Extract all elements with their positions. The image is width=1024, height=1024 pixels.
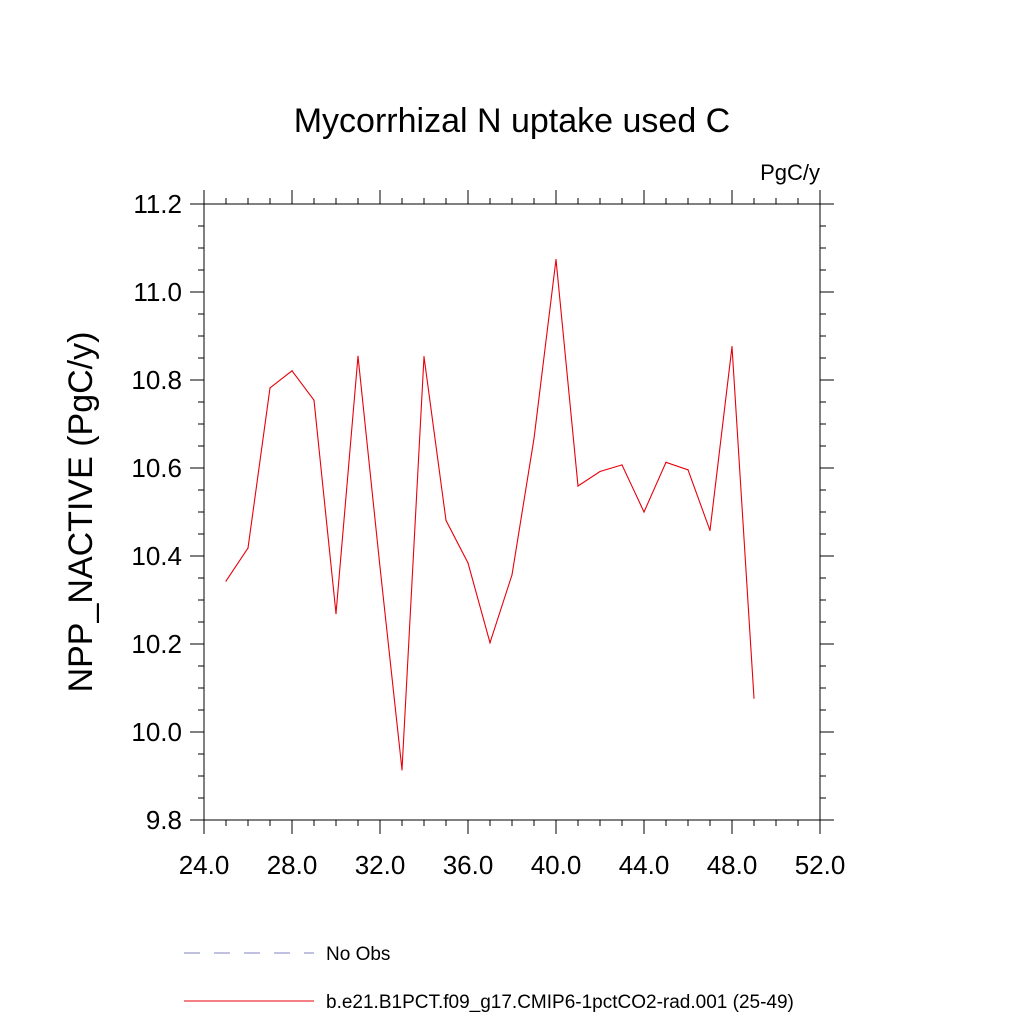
legend-label: No Obs xyxy=(326,944,390,965)
data-point xyxy=(357,355,359,357)
data-point xyxy=(247,547,249,549)
x-tick-label: 28.0 xyxy=(267,850,318,880)
data-point xyxy=(445,519,447,521)
y-tick-label: 10.0 xyxy=(131,717,182,747)
data-point xyxy=(709,529,711,532)
data-point xyxy=(753,697,755,699)
y-tick-label: 11.2 xyxy=(133,189,182,219)
x-tick-label: 44.0 xyxy=(619,850,670,880)
data-point xyxy=(467,562,469,564)
series-line xyxy=(225,259,755,770)
plot-border xyxy=(203,203,821,821)
data-point xyxy=(687,469,689,471)
axis-ticks xyxy=(190,190,834,834)
chart-title: Mycorrhizal N uptake used C xyxy=(294,102,731,140)
data-point xyxy=(511,574,513,576)
data-point xyxy=(731,345,733,348)
y-tick-label: 10.4 xyxy=(131,541,182,571)
x-tick-label: 24.0 xyxy=(179,850,230,880)
y-tick-label: 10.6 xyxy=(131,453,182,483)
data-point xyxy=(665,461,667,463)
units-label: PgC/y xyxy=(760,160,820,185)
x-tick-label: 48.0 xyxy=(707,850,758,880)
y-tick-label: 10.2 xyxy=(131,629,182,659)
y-tick-label: 9.8 xyxy=(146,805,182,835)
series-group xyxy=(225,258,755,771)
data-point xyxy=(555,258,557,261)
x-tick-label: 52.0 xyxy=(795,850,846,880)
data-point xyxy=(533,437,535,440)
x-tick-label: 40.0 xyxy=(531,850,582,880)
data-point xyxy=(291,370,293,372)
data-point xyxy=(489,642,491,644)
data-point xyxy=(621,464,623,466)
y-tick-label: 10.8 xyxy=(131,365,182,395)
data-point xyxy=(225,580,227,582)
data-point xyxy=(379,566,381,568)
y-tick-label: 11.0 xyxy=(133,277,182,307)
data-point xyxy=(577,485,579,487)
data-point xyxy=(643,511,645,513)
legend-label: b.e21.B1PCT.f09_g17.CMIP6-1pctCO2-rad.00… xyxy=(326,992,794,1013)
data-point xyxy=(313,399,315,401)
data-point xyxy=(401,769,403,771)
x-tick-label: 32.0 xyxy=(355,850,406,880)
data-point xyxy=(335,613,337,615)
x-tick-label: 36.0 xyxy=(443,850,494,880)
data-point xyxy=(423,356,425,358)
data-point xyxy=(269,387,271,389)
plot-frame xyxy=(203,203,821,821)
legend: No Obs b.e21.B1PCT.f09_g17.CMIP6-1pctCO2-… xyxy=(184,944,794,1013)
data-point xyxy=(599,470,601,473)
tick-labels: 24.0 28.0 32.0 36.0 40.0 44.0 48.0 52.0 9.8 10.0 1… xyxy=(131,189,845,880)
y-axis-label: NPP_NACTIVE (PgC/y) xyxy=(62,332,100,693)
